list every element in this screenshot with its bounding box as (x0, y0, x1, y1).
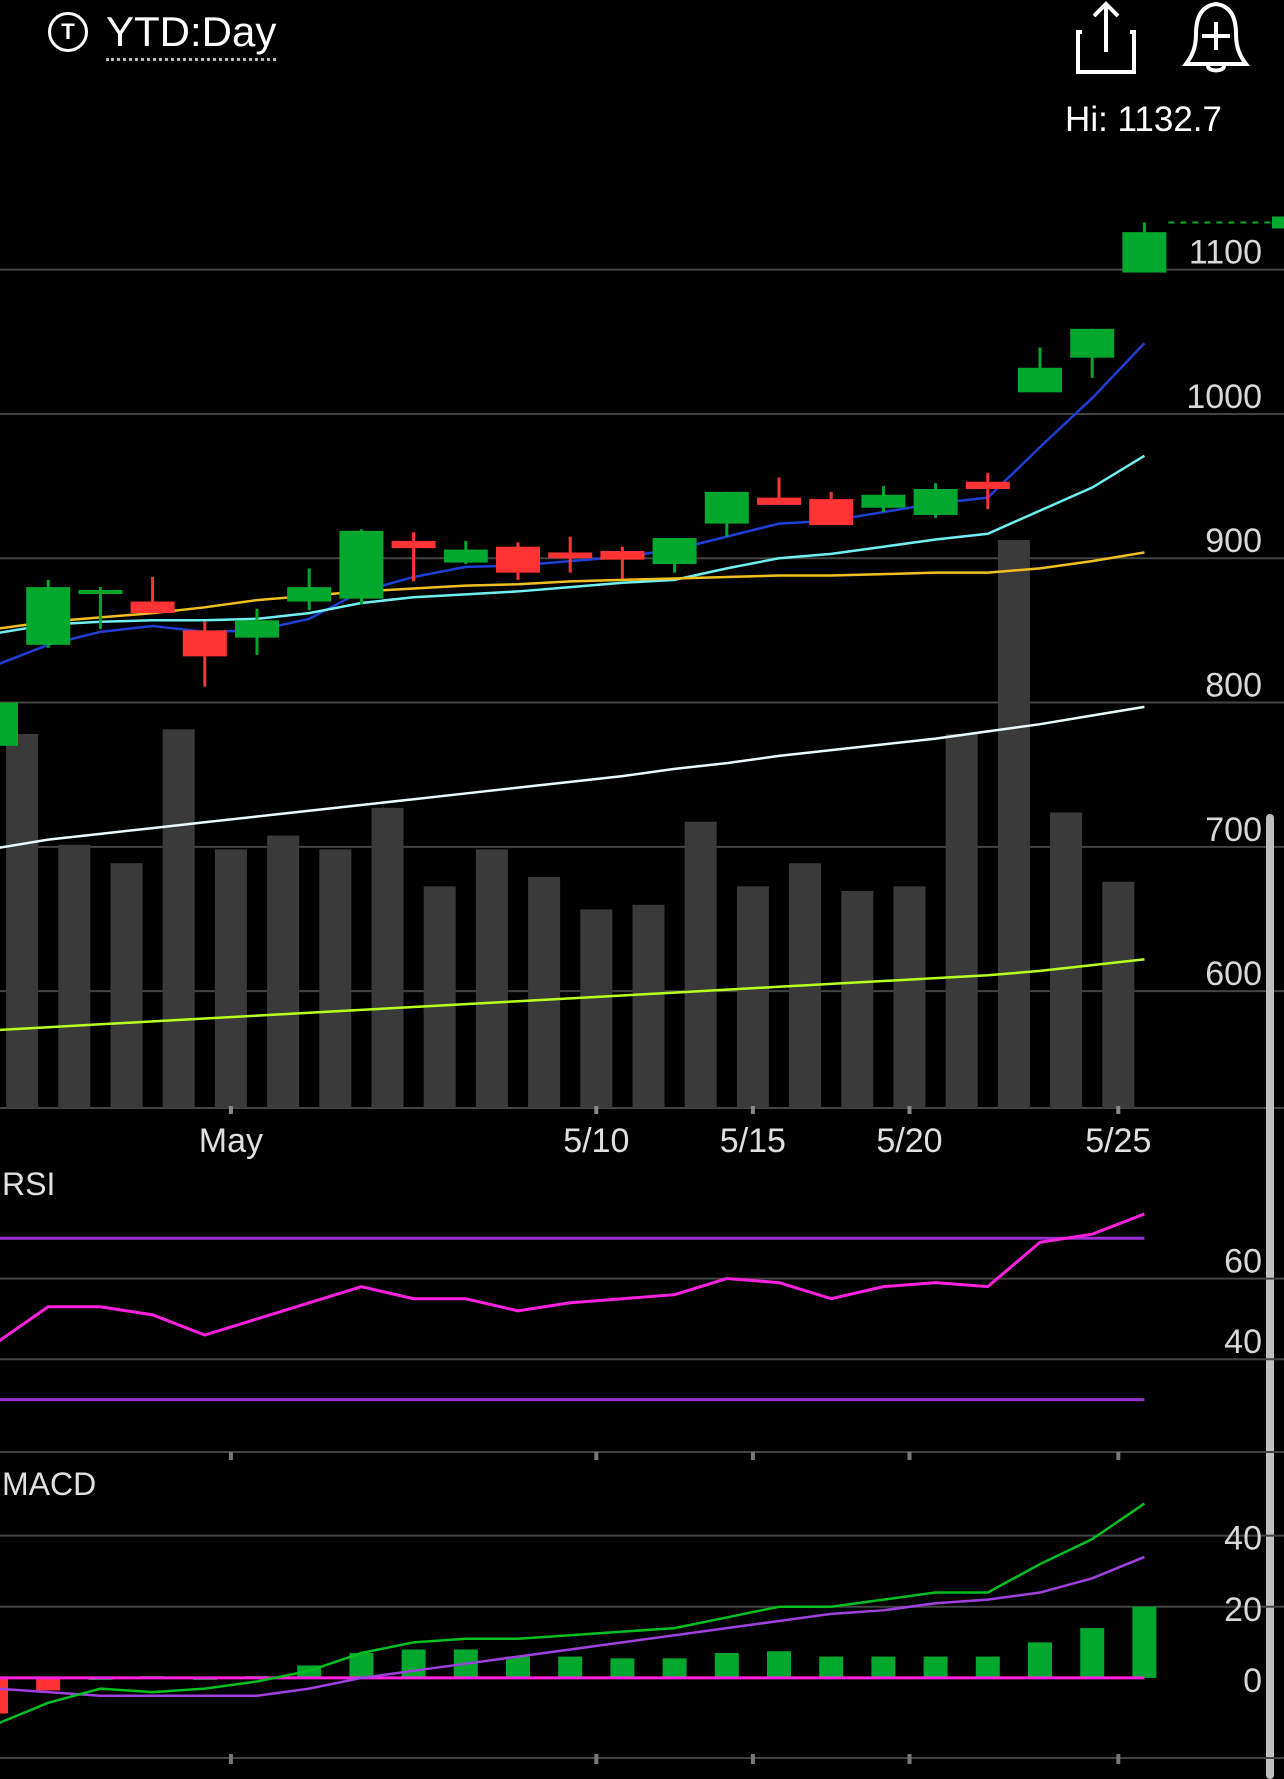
macd-histogram-bar (506, 1656, 530, 1678)
candle-body (235, 620, 279, 638)
rsi-panel-label: RSI (2, 1166, 56, 1202)
candle-body (1070, 328, 1115, 358)
macd-histogram-bar (36, 1677, 61, 1691)
price-axis-label: 600 (1205, 955, 1262, 993)
volume-bar (528, 877, 561, 1108)
moving-average-line (0, 342, 1146, 665)
candle-body (600, 551, 645, 560)
price-axis-label: 700 (1205, 811, 1262, 849)
volume-bar (58, 844, 91, 1108)
rsi-axis-label: 40 (1224, 1323, 1262, 1361)
candle-body (182, 630, 227, 657)
macd-histogram-bar (610, 1658, 635, 1678)
volume-bar (684, 821, 717, 1108)
macd-histogram-bar (923, 1656, 948, 1678)
volume-bar (1050, 812, 1083, 1108)
volume-bar (997, 540, 1030, 1108)
candle-body (652, 538, 697, 565)
candle-body (965, 481, 1010, 489)
volume-bar (841, 890, 874, 1108)
price-axis-label: 800 (1205, 667, 1262, 705)
macd-histogram-bar (401, 1649, 426, 1678)
volume-bar (632, 904, 665, 1108)
volume-bar (893, 886, 926, 1108)
macd-histogram-bar (558, 1656, 583, 1678)
macd-histogram-bar (714, 1653, 739, 1678)
volume-bar (319, 849, 352, 1108)
macd-line (0, 1502, 1146, 1724)
high-price-label: Hi: 1132.7 (1065, 100, 1222, 139)
macd-histogram-bar (767, 1651, 791, 1678)
macd-histogram-bar (662, 1658, 687, 1678)
candle-body (548, 552, 593, 559)
volume-bar (267, 835, 300, 1108)
volume-bar (162, 729, 195, 1108)
volume-bar (6, 733, 39, 1108)
candle-body (26, 587, 71, 645)
macd-panel-label: MACD (2, 1466, 97, 1502)
moving-average-line (0, 958, 1145, 1032)
candle-body (391, 540, 436, 549)
moving-average-line (0, 705, 1145, 849)
header-bar: T YTD:Day (0, 0, 1284, 90)
macd-axis-label: 0 (1243, 1662, 1262, 1700)
price-axis-label: 1100 (1189, 234, 1262, 272)
candle-body (913, 488, 958, 515)
candle-body (443, 549, 488, 563)
candle-body (496, 546, 540, 573)
high-price-marker (1272, 216, 1284, 229)
candle-body (78, 589, 123, 594)
volume-bar (580, 909, 613, 1108)
candle-body (287, 587, 332, 602)
volume-bar (371, 807, 404, 1108)
volume-bar (945, 733, 978, 1108)
candle-body (0, 702, 18, 746)
candle-body (339, 530, 384, 599)
scrollbar-thumb (1266, 814, 1274, 1779)
volume-bar (423, 886, 456, 1108)
price-axis-label: 900 (1205, 522, 1262, 560)
volume-bar (475, 849, 508, 1108)
candle-body (809, 499, 854, 526)
volume-bar (1102, 881, 1135, 1108)
share-icon[interactable] (1074, 0, 1138, 76)
rsi-axis-label: 60 (1224, 1243, 1262, 1281)
x-axis-label: 5/15 (720, 1122, 786, 1160)
macd-histogram-bar (871, 1656, 896, 1678)
macd-histogram-bar (0, 1677, 8, 1714)
candle-body (704, 491, 749, 524)
macd-axis-label: 40 (1224, 1520, 1262, 1558)
x-axis-label: 5/10 (563, 1122, 629, 1160)
ticker-type-icon: T (48, 12, 88, 52)
macd-histogram-bar (1132, 1606, 1157, 1678)
macd-histogram-bar (349, 1653, 374, 1678)
macd-histogram-bar (975, 1656, 1000, 1678)
x-axis-label: 5/25 (1085, 1122, 1151, 1160)
x-axis-label: May (199, 1122, 263, 1160)
moving-average-line (0, 454, 1146, 634)
volume-bar (736, 886, 769, 1108)
candle-body (1122, 232, 1167, 273)
volume-bar (214, 849, 247, 1108)
macd-axis-label: 20 (1224, 1591, 1262, 1629)
timeframe-selector[interactable]: YTD:Day (106, 6, 277, 61)
rsi-line (0, 1212, 1145, 1343)
macd-histogram-bar (819, 1656, 844, 1678)
moving-average-line (0, 551, 1145, 630)
macd-histogram-bar (1080, 1628, 1105, 1678)
x-axis-label: 5/20 (876, 1122, 942, 1160)
add-alert-bell-icon[interactable] (1182, 0, 1250, 76)
macd-histogram-bar (1028, 1642, 1052, 1678)
candle-body (130, 601, 175, 614)
price-axis-label: 1000 (1186, 378, 1262, 416)
volume-bar (110, 863, 143, 1108)
candle-body (757, 497, 801, 505)
macd-signal-line (0, 1555, 1145, 1697)
candle-body (861, 494, 906, 508)
candle-body (1018, 367, 1062, 393)
